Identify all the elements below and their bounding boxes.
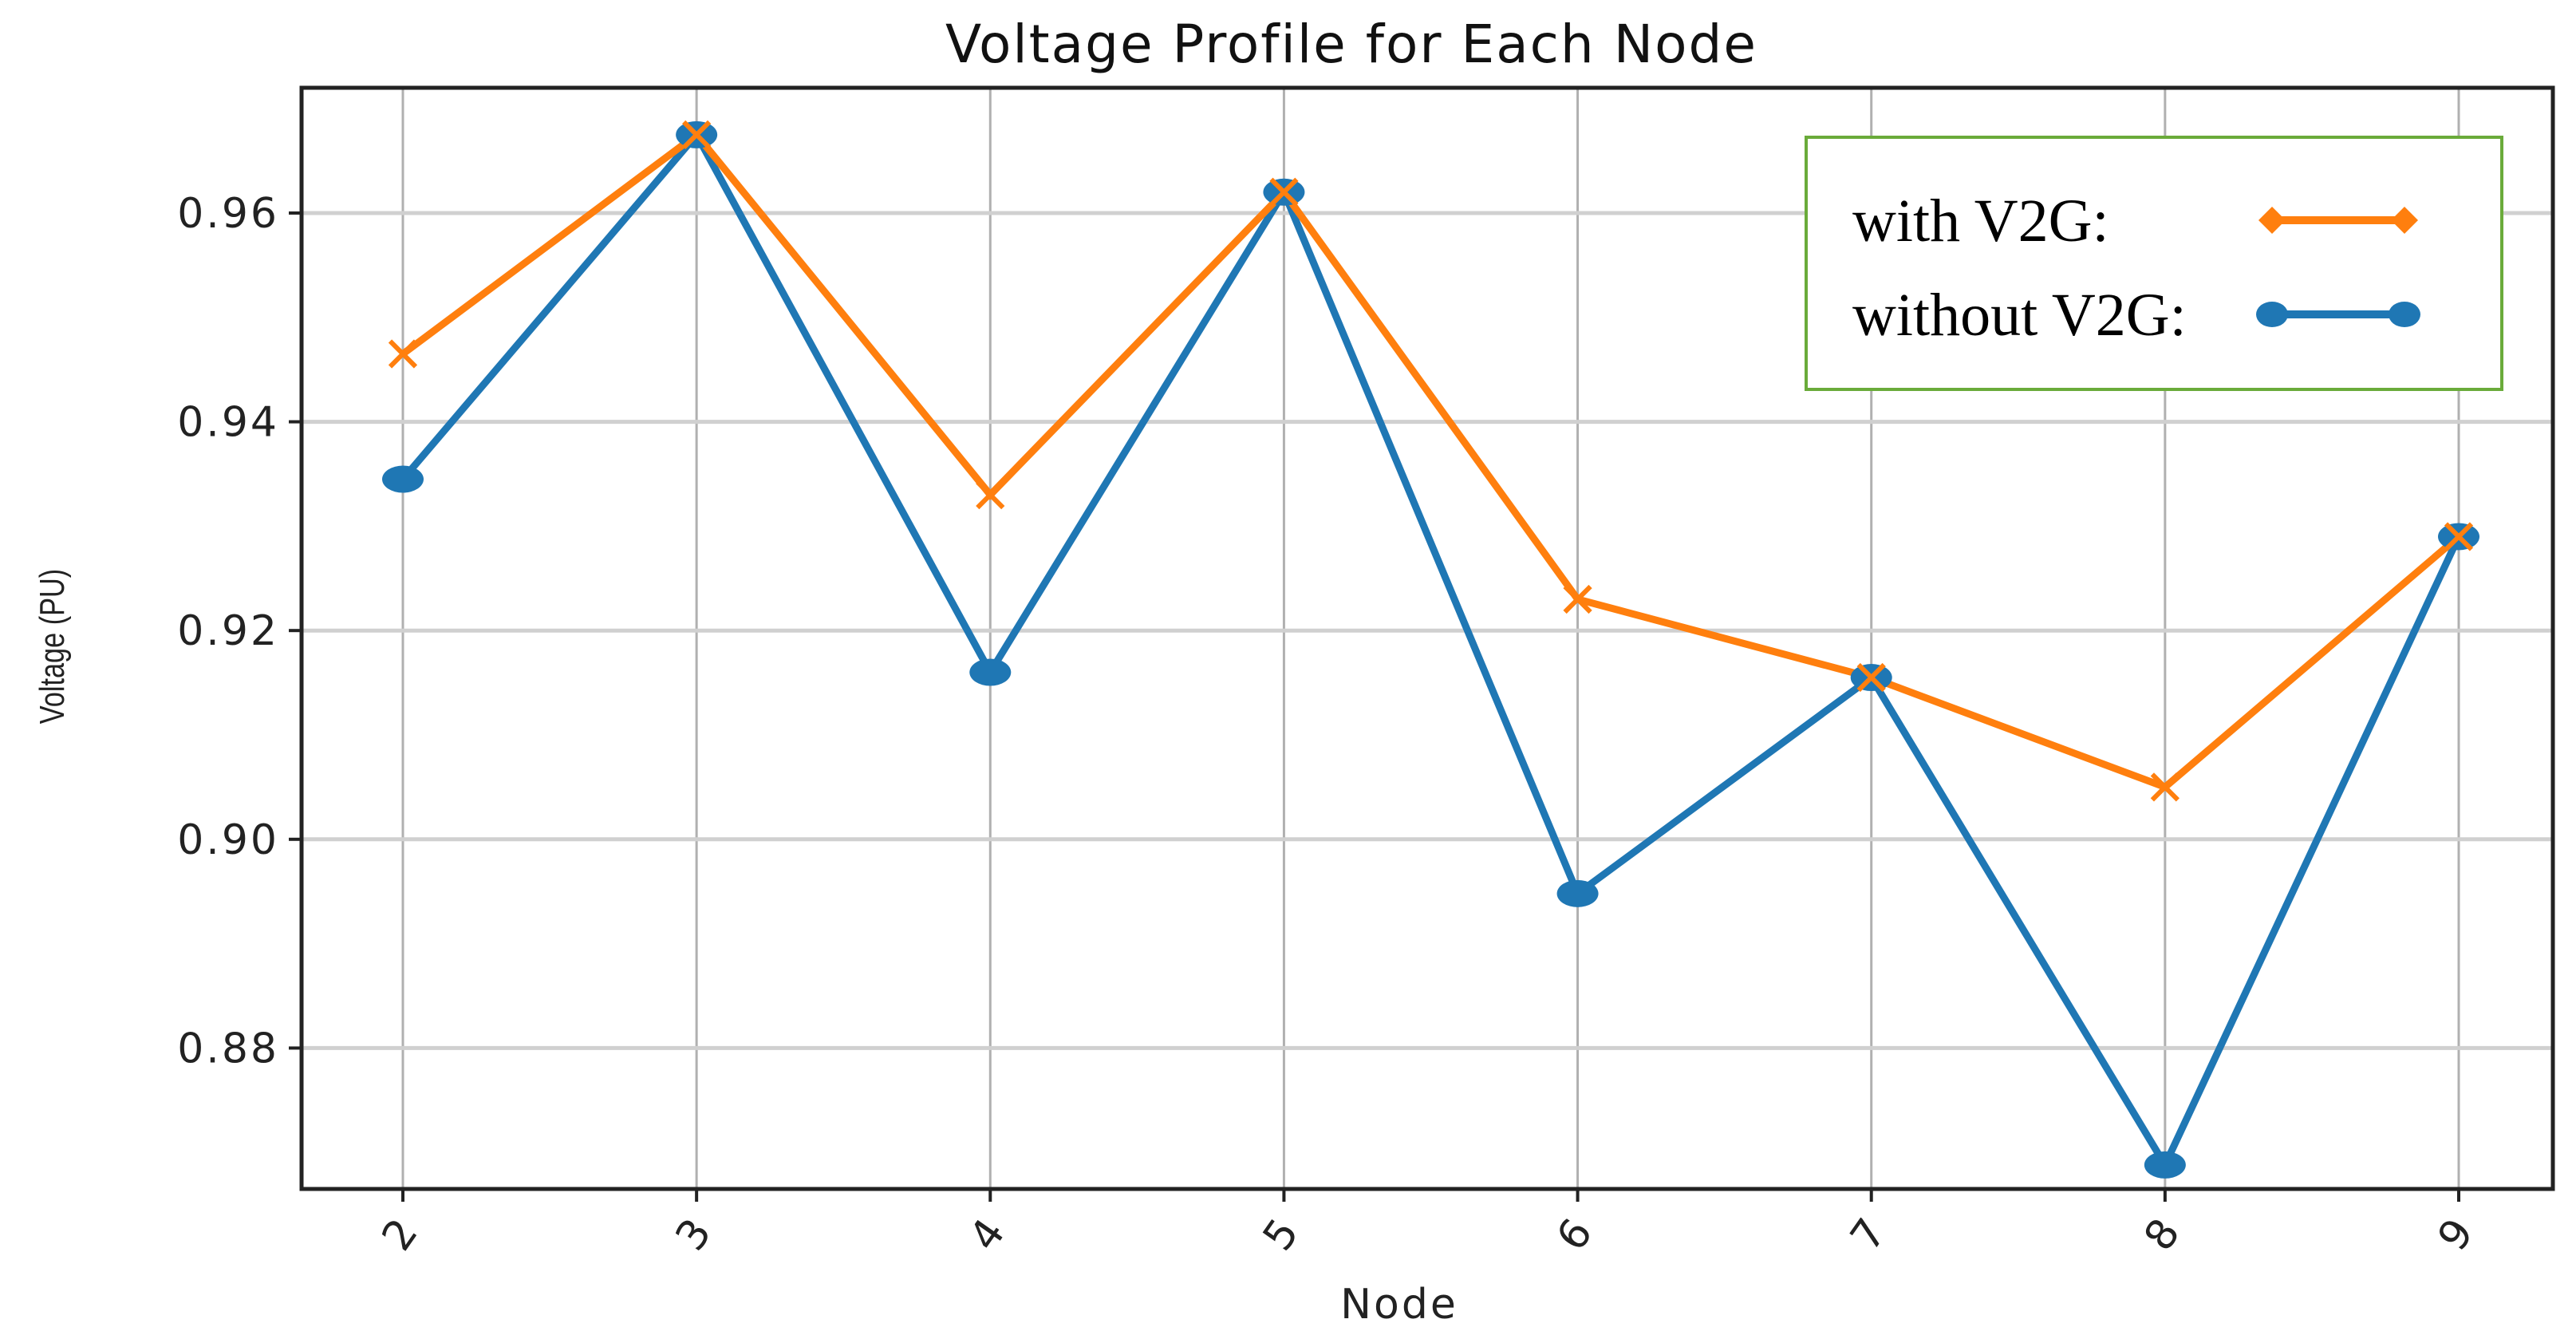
x-tick-label-6: 6 xyxy=(1548,1208,1604,1259)
y-tick-label-0.90: 0.90 xyxy=(177,816,279,864)
plot-area-frame xyxy=(299,85,2555,1191)
point-with-v2g-node-6 xyxy=(1563,584,1592,614)
chart-title: Voltage Profile for Each Node xyxy=(945,14,1757,75)
legend: with V2G: without V2G: xyxy=(1805,136,2503,391)
y-axis-ticks: 0.88 0.90 0.92 0.94 0.96 xyxy=(177,190,302,1072)
point-without-v2g-node-6 xyxy=(1556,879,1599,907)
point-with-v2g-node-2 xyxy=(388,339,418,369)
point-with-v2g-node-5 xyxy=(1269,177,1299,207)
legend-marker-without-v2g-1 xyxy=(2389,302,2420,327)
y-tick-label-0.94: 0.94 xyxy=(177,399,279,447)
point-with-v2g-node-9 xyxy=(2444,522,2474,551)
x-tick-label-2: 2 xyxy=(373,1208,429,1259)
y-tick-label-0.96: 0.96 xyxy=(177,190,279,238)
y-tick-label-0.88: 0.88 xyxy=(177,1025,279,1072)
x-tick-label-5: 5 xyxy=(1254,1208,1310,1259)
series-layer xyxy=(382,120,2479,1179)
x-tick-label-9: 9 xyxy=(2429,1208,2485,1259)
x-axis-label: Node xyxy=(1340,1281,1458,1329)
point-without-v2g-node-2 xyxy=(382,465,424,493)
x-tick-label-3: 3 xyxy=(667,1208,723,1259)
legend-marker-with-v2g-0 xyxy=(2258,207,2286,234)
legend-label-with-v2g: with V2G: xyxy=(1852,188,2109,255)
point-without-v2g-node-8 xyxy=(2144,1151,2186,1179)
point-with-v2g-node-4 xyxy=(976,480,1005,510)
legend-label-without-v2g: without V2G: xyxy=(1852,282,2187,349)
y-axis-label: Voltage (PU) xyxy=(33,569,72,724)
x-tick-label-7: 7 xyxy=(1841,1208,1897,1259)
series-line-with-v2g xyxy=(400,129,2461,792)
legend-marker-without-v2g-0 xyxy=(2256,302,2288,327)
legend-box xyxy=(1805,136,2503,391)
point-with-v2g-node-3 xyxy=(682,120,712,149)
legend-swatches xyxy=(2256,207,2420,327)
x-tick-label-4: 4 xyxy=(961,1208,1016,1259)
x-tick-label-8: 8 xyxy=(2135,1208,2191,1259)
point-with-v2g-node-7 xyxy=(1856,662,1886,693)
y-tick-label-0.92: 0.92 xyxy=(177,607,279,655)
series-line-without-v2g xyxy=(400,128,2463,1173)
point-with-v2g-node-8 xyxy=(2150,772,2180,802)
point-without-v2g-node-4 xyxy=(969,658,1012,686)
x-axis-ticks: 2 3 4 5 6 7 8 9 xyxy=(373,1189,2485,1259)
legend-marker-with-v2g-1 xyxy=(2391,207,2418,234)
